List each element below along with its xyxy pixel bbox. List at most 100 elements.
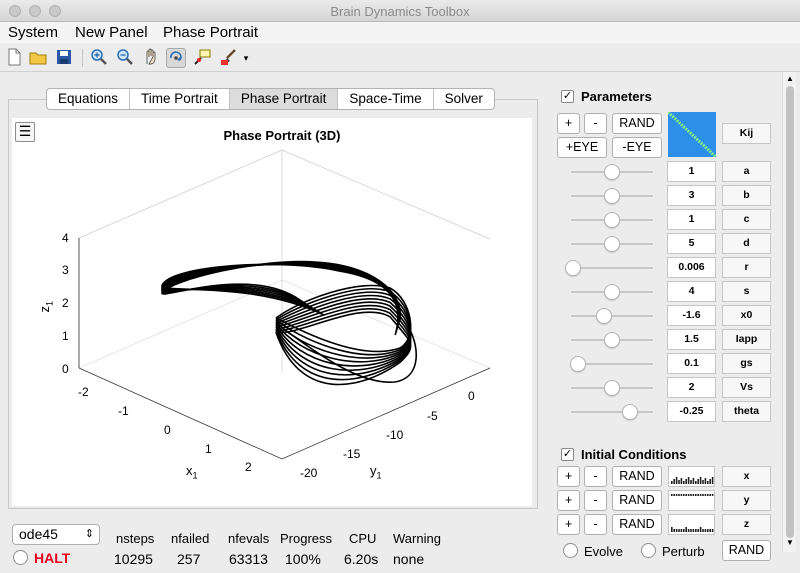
stat-header-nfevals: nfevals (228, 531, 270, 546)
new-file-icon[interactable] (4, 48, 24, 68)
select-arrows-icon: ⇕ (84, 528, 94, 540)
param-slider-knob[interactable] (604, 380, 620, 396)
parameters-eye-minus-button[interactable]: -EYE (612, 137, 662, 158)
brush-icon[interactable] (219, 48, 239, 68)
perturb-radio[interactable] (641, 543, 656, 558)
menubar: System New Panel Phase Portrait (0, 22, 800, 43)
parameters-minus-button[interactable]: - (584, 113, 607, 134)
z-tick-label: 3 (62, 263, 69, 277)
phase-portrait-3d-axes[interactable] (0, 0, 560, 510)
param-slider-knob[interactable] (595, 308, 612, 324)
stat-nfailed: 257 (177, 551, 201, 567)
rotate-3d-icon[interactable] (166, 48, 186, 68)
param-value-field[interactable]: 2 (667, 377, 716, 398)
param-value-field[interactable]: -1.6 (667, 305, 716, 326)
param-name-label: Vs (722, 377, 771, 398)
param-slider-track[interactable] (571, 267, 653, 269)
halt-radio[interactable] (13, 550, 28, 565)
parameters-rand-button[interactable]: RAND (612, 113, 662, 134)
ic-minus-button[interactable]: - (584, 514, 607, 535)
param-slider-knob[interactable] (604, 188, 620, 204)
ic-variable-label: y (722, 490, 771, 511)
z-tick-label: 4 (62, 231, 69, 245)
hamburger-menu-icon[interactable]: ☰ (15, 122, 35, 142)
param-slider-track[interactable] (571, 315, 653, 317)
y-axis-label: y1 (370, 463, 382, 481)
parameters-eye-plus-button[interactable]: +EYE (557, 137, 607, 158)
initial-conditions-heading: Initial Conditions (581, 447, 687, 462)
scroll-up-icon[interactable]: ▲ (786, 74, 794, 83)
evolve-radio[interactable] (563, 543, 578, 558)
right-panel-scrollbar[interactable]: ▲ ▼ (782, 72, 796, 552)
z-tick-label: 2 (62, 296, 69, 310)
tab-space-time[interactable]: Space-Time (337, 89, 432, 109)
toolbar: ▾ (0, 43, 800, 72)
param-value-field[interactable]: 1.5 (667, 329, 716, 350)
stat-nfevals: 63313 (229, 551, 268, 567)
parameters-plus-button[interactable]: + (557, 113, 580, 134)
param-name-label: s (722, 281, 771, 302)
solver-select[interactable]: ode45 ⇕ (12, 524, 100, 545)
param-slider-track[interactable] (571, 411, 653, 413)
param-value-field[interactable]: 1 (667, 209, 716, 230)
menu-phase-portrait[interactable]: Phase Portrait (163, 24, 259, 41)
open-folder-icon[interactable] (28, 48, 48, 68)
ic-plus-button[interactable]: + (557, 466, 580, 487)
initial-conditions-checkbox[interactable]: ✓ (561, 448, 574, 461)
param-name-label: b (722, 185, 771, 206)
y-tick-label: -20 (300, 466, 318, 480)
param-value-field[interactable]: 4 (667, 281, 716, 302)
param-value-field[interactable]: 3 (667, 185, 716, 206)
scrollbar-thumb[interactable] (786, 86, 794, 538)
ic-rand-row-button[interactable]: RAND (612, 514, 662, 535)
param-slider-knob[interactable] (604, 212, 620, 228)
tab-phase-portrait[interactable]: Phase Portrait (228, 89, 338, 109)
pan-hand-icon[interactable] (141, 48, 161, 68)
param-value-field[interactable]: 0.006 (667, 257, 716, 278)
close-window-icon[interactable] (9, 5, 21, 17)
tab-solver[interactable]: Solver (432, 89, 494, 109)
param-slider-knob[interactable] (604, 164, 620, 180)
param-value-field[interactable]: 1 (667, 161, 716, 182)
z-tick-label: 1 (62, 329, 69, 343)
save-icon[interactable] (54, 48, 74, 68)
param-value-field[interactable]: -0.25 (667, 401, 716, 422)
kij-matrix-thumbnail[interactable] (668, 112, 716, 157)
scroll-down-icon[interactable]: ▼ (786, 538, 794, 547)
param-slider-track[interactable] (571, 363, 653, 365)
ic-rand-row-button[interactable]: RAND (612, 466, 662, 487)
param-slider-knob[interactable] (564, 260, 581, 276)
zoom-in-icon[interactable] (89, 48, 109, 68)
menu-new-panel[interactable]: New Panel (75, 24, 148, 41)
param-slider-knob[interactable] (622, 404, 639, 420)
plot-area[interactable] (12, 118, 532, 506)
ic-minus-button[interactable]: - (584, 490, 607, 511)
param-value-field[interactable]: 5 (667, 233, 716, 254)
ic-minus-button[interactable]: - (584, 466, 607, 487)
minimize-window-icon[interactable] (29, 5, 41, 17)
ic-rand-row-button[interactable]: RAND (612, 490, 662, 511)
dropdown-arrow-icon[interactable]: ▾ (243, 53, 249, 63)
param-slider-knob[interactable] (604, 332, 620, 348)
menu-system[interactable]: System (8, 24, 59, 41)
stat-header-cpu: CPU (349, 531, 377, 546)
param-name-label: x0 (722, 305, 771, 326)
stat-progress: 100% (285, 551, 321, 567)
stat-header-progress: Progress (280, 531, 333, 546)
param-slider-knob[interactable] (570, 356, 587, 372)
param-slider-knob[interactable] (604, 236, 620, 252)
data-cursor-icon[interactable] (192, 48, 212, 68)
ic-plus-button[interactable]: + (557, 514, 580, 535)
ic-rand-button[interactable]: RAND (722, 540, 771, 561)
param-name-label: Iapp (722, 329, 771, 350)
tab-equations[interactable]: Equations (58, 91, 119, 106)
ic-plus-button[interactable]: + (557, 490, 580, 511)
ic-sparkline (668, 466, 715, 487)
zoom-out-icon[interactable] (115, 48, 135, 68)
parameters-checkbox[interactable]: ✓ (561, 90, 574, 103)
maximize-window-icon[interactable] (49, 5, 61, 17)
param-value-field[interactable]: 0.1 (667, 353, 716, 374)
param-slider-knob[interactable] (604, 284, 620, 300)
x-tick-label: -1 (118, 404, 129, 418)
tab-time-portrait[interactable]: Time Portrait (129, 89, 229, 109)
